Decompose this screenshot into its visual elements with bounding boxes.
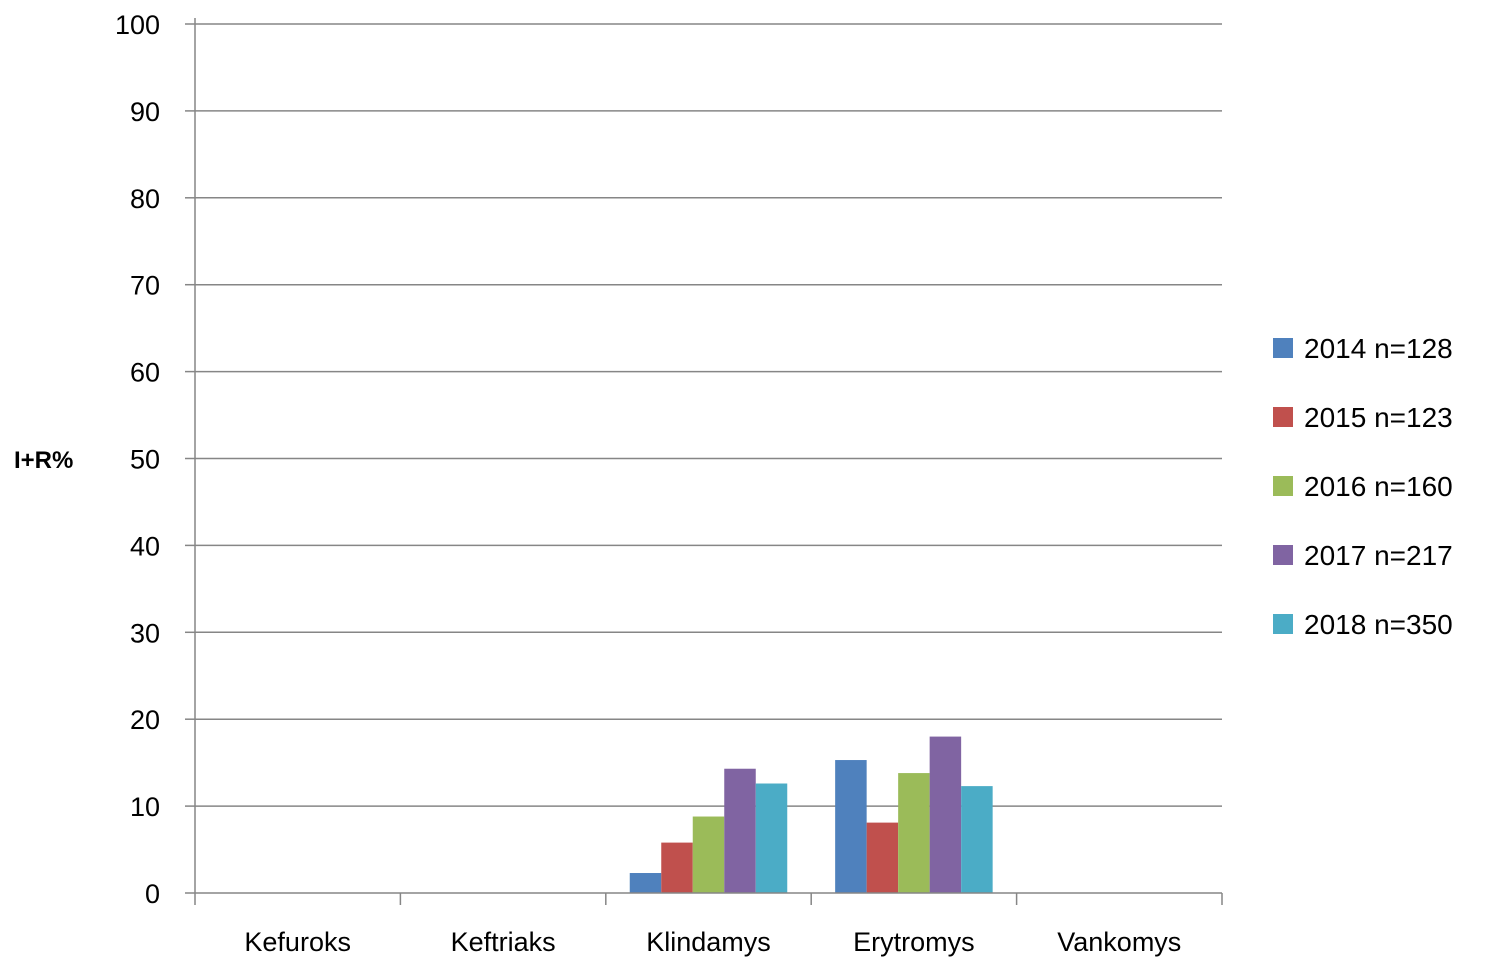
bar xyxy=(929,736,962,893)
legend-label: 2018 n=350 xyxy=(1304,609,1453,640)
x-tick-label: Kefuroks xyxy=(244,927,351,957)
y-tick-label: 90 xyxy=(130,97,160,127)
y-tick-label: 0 xyxy=(145,879,160,909)
y-tick-label: 20 xyxy=(130,705,160,735)
legend-swatch xyxy=(1273,614,1293,634)
y-tick-label: 40 xyxy=(130,531,160,561)
y-tick-label: 80 xyxy=(130,184,160,214)
gridlines xyxy=(195,23,1222,807)
bar xyxy=(835,760,867,893)
y-tick-label: 10 xyxy=(130,792,160,822)
legend-label: 2015 n=123 xyxy=(1304,402,1453,433)
bar xyxy=(898,773,930,893)
legend-label: 2017 n=217 xyxy=(1304,540,1453,571)
bars xyxy=(629,736,993,893)
x-tick-label: Klindamys xyxy=(646,927,771,957)
x-tick-label: Vankomys xyxy=(1057,927,1181,957)
bar xyxy=(755,783,788,893)
legend: 2014 n=128 2015 n=123 2016 n=160 2017 n=217… xyxy=(1273,333,1453,640)
y-tick-label: 100 xyxy=(115,10,160,40)
bar xyxy=(661,842,693,893)
legend-label: 2014 n=128 xyxy=(1304,333,1453,364)
y-tick-labels: 0 10 20 30 40 50 60 70 80 90 100 xyxy=(115,10,160,909)
bar xyxy=(866,822,899,893)
legend-swatch xyxy=(1273,476,1293,496)
x-tick-label: Keftriaks xyxy=(451,927,556,957)
y-tick-label: 50 xyxy=(130,445,160,475)
y-tick-label: 70 xyxy=(130,271,160,301)
legend-swatch xyxy=(1273,545,1293,565)
y-axis-title: I+R% xyxy=(14,447,73,474)
y-tick-label: 60 xyxy=(130,358,160,388)
x-tick-labels: Kefuroks Keftriaks Klindamys Erytromys Vanko… xyxy=(244,927,1181,957)
bar xyxy=(961,786,993,893)
y-tick-label: 30 xyxy=(130,618,160,648)
legend-swatch xyxy=(1273,407,1293,427)
x-tick-label: Erytromys xyxy=(853,927,975,957)
bar xyxy=(724,768,756,893)
bar xyxy=(692,816,725,893)
legend-label: 2016 n=160 xyxy=(1304,471,1453,502)
legend-swatch xyxy=(1273,338,1293,358)
axes xyxy=(185,18,1223,905)
bar xyxy=(629,873,662,893)
